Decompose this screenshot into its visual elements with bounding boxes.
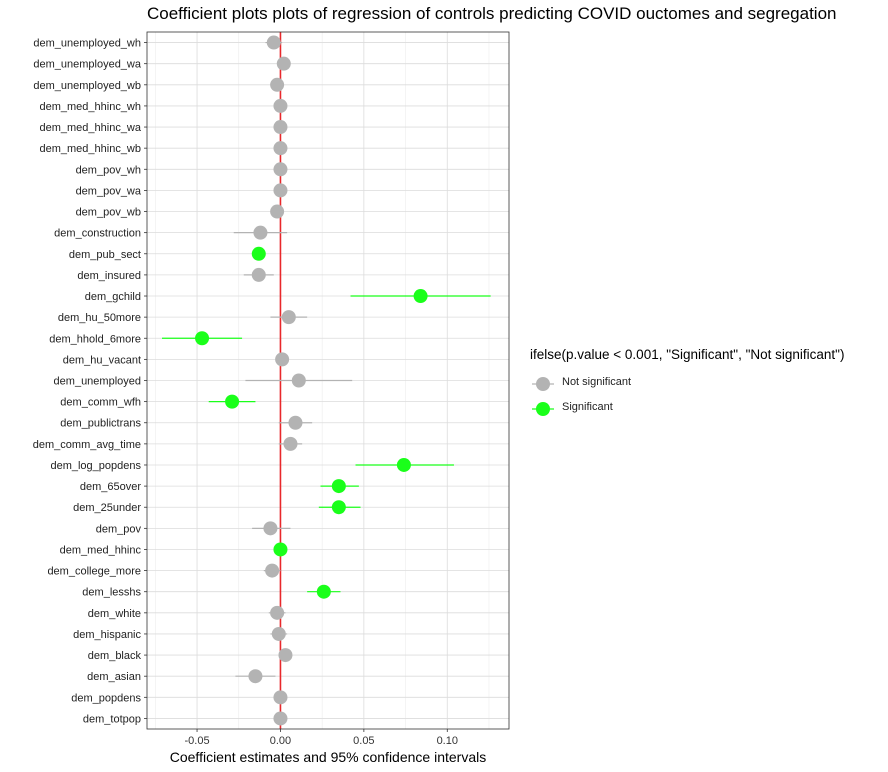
ticks-layer: dem_unemployed_wh dem_unemployed_wa dem_un… — [33, 38, 458, 747]
y-tick-label-dem_65over: dem_65over — [80, 481, 141, 493]
y-tick-label-dem_black: dem_black — [88, 650, 142, 662]
chart-title: Coefficient plots plots of regression of… — [147, 4, 837, 23]
point-dem_65over — [331, 479, 346, 494]
point-dem_med_hhinc — [273, 542, 288, 557]
point-dem_lesshs — [316, 584, 331, 599]
y-tick-label-dem_pov_wa: dem_pov_wa — [76, 185, 142, 197]
y-tick-label-dem_comm_avg_time: dem_comm_avg_time — [33, 439, 141, 451]
point-dem_pov_wb — [270, 204, 285, 219]
point-dem_hhold_6more — [195, 331, 210, 346]
x-tick-label-0: -0.05 — [185, 735, 210, 747]
y-tick-label-dem_med_hhinc_wb: dem_med_hhinc_wb — [39, 143, 141, 155]
point-dem_unemployed_wh — [266, 35, 281, 50]
y-tick-label-dem_construction: dem_construction — [54, 228, 141, 240]
y-tick-label-dem_hu_50more: dem_hu_50more — [58, 312, 141, 324]
y-tick-label-dem_lesshs: dem_lesshs — [82, 587, 141, 599]
point-dem_unemployed_wa — [276, 56, 291, 71]
point-dem_white — [270, 605, 285, 620]
point-dem_popdens — [273, 690, 288, 705]
legend-label-1: Significant — [562, 401, 613, 413]
point-dem_pov_wa — [273, 183, 288, 198]
point-dem_med_hhinc_wh — [273, 98, 288, 113]
y-tick-label-dem_hhold_6more: dem_hhold_6more — [49, 333, 141, 345]
point-dem_comm_avg_time — [283, 436, 298, 451]
legend-title: ifelse(p.value < 0.001, "Significant", "… — [530, 347, 845, 362]
point-dem_log_popdens — [396, 457, 411, 472]
point-dem_unemployed_wb — [270, 77, 285, 92]
y-tick-label-dem_unemployed: dem_unemployed — [54, 376, 141, 388]
point-dem_comm_wfh — [225, 394, 240, 409]
point-dem_black — [278, 648, 293, 663]
legend-item-1: Significant — [530, 397, 844, 420]
marks-layer — [162, 35, 491, 726]
point-dem_pov — [263, 521, 278, 536]
y-tick-label-dem_med_hhinc_wh: dem_med_hhinc_wh — [39, 101, 141, 113]
point-dem_25under — [331, 500, 346, 515]
point-dem_pub_sect — [251, 246, 266, 261]
point-dem_hu_vacant — [275, 352, 290, 367]
y-tick-label-dem_pov_wb: dem_pov_wb — [76, 207, 141, 219]
y-tick-label-dem_publictrans: dem_publictrans — [60, 418, 141, 430]
y-tick-label-dem_25under: dem_25under — [73, 502, 141, 514]
y-tick-label-dem_comm_wfh: dem_comm_wfh — [60, 397, 141, 409]
panel-border — [146, 31, 510, 730]
point-dem_unemployed — [291, 373, 306, 388]
y-tick-label-dem_med_hhinc: dem_med_hhinc — [60, 544, 142, 556]
point-dem_med_hhinc_wa — [273, 120, 288, 135]
legend-key-0 — [532, 377, 554, 391]
legend-item-0: Not significant — [530, 372, 844, 395]
grid-layer — [147, 32, 509, 729]
point-dem_asian — [248, 669, 263, 684]
y-tick-label-dem_log_popdens: dem_log_popdens — [50, 460, 141, 472]
y-tick-label-dem_unemployed_wb: dem_unemployed_wb — [33, 80, 141, 92]
legend-items: Not significant Significant — [530, 372, 844, 420]
point-dem_totpop — [273, 711, 288, 726]
point-dem_construction — [253, 225, 268, 240]
legend: ifelse(p.value < 0.001, "Significant", "… — [530, 347, 844, 420]
y-tick-label-dem_hispanic: dem_hispanic — [73, 629, 141, 641]
y-tick-label-dem_hu_vacant: dem_hu_vacant — [63, 354, 141, 366]
point-dem_pov_wh — [273, 162, 288, 177]
y-tick-label-dem_white: dem_white — [88, 608, 141, 620]
y-tick-label-dem_asian: dem_asian — [87, 671, 141, 683]
point-dem_hispanic — [271, 626, 286, 641]
y-tick-label-dem_pub_sect: dem_pub_sect — [69, 249, 141, 261]
y-tick-label-dem_popdens: dem_popdens — [71, 692, 141, 704]
point-dem_med_hhinc_wb — [273, 141, 288, 156]
y-tick-label-dem_pov_wh: dem_pov_wh — [76, 164, 141, 176]
y-tick-label-dem_unemployed_wh: dem_unemployed_wh — [33, 38, 141, 50]
point-dem_publictrans — [288, 415, 303, 430]
point-dem_hu_50more — [281, 310, 296, 325]
y-tick-label-dem_gchild: dem_gchild — [85, 291, 141, 303]
y-tick-label-dem_totpop: dem_totpop — [83, 713, 141, 725]
y-tick-label-dem_unemployed_wa: dem_unemployed_wa — [33, 59, 142, 71]
legend-key-1 — [532, 402, 554, 416]
y-tick-label-dem_med_hhinc_wa: dem_med_hhinc_wa — [39, 122, 141, 134]
x-tick-label-3: 0.10 — [437, 735, 458, 747]
point-dem_insured — [251, 267, 266, 282]
y-tick-label-dem_pov: dem_pov — [96, 523, 142, 535]
x-axis-label: Coefficient estimates and 95% confidence… — [170, 749, 486, 765]
point-dem_college_more — [265, 563, 280, 578]
x-tick-label-2: 0.05 — [353, 735, 374, 747]
x-tick-label-1: 0.00 — [270, 735, 291, 747]
y-tick-label-dem_college_more: dem_college_more — [47, 566, 141, 578]
point-dem_gchild — [413, 289, 428, 304]
legend-label-0: Not significant — [562, 376, 632, 388]
y-tick-label-dem_insured: dem_insured — [77, 270, 141, 282]
